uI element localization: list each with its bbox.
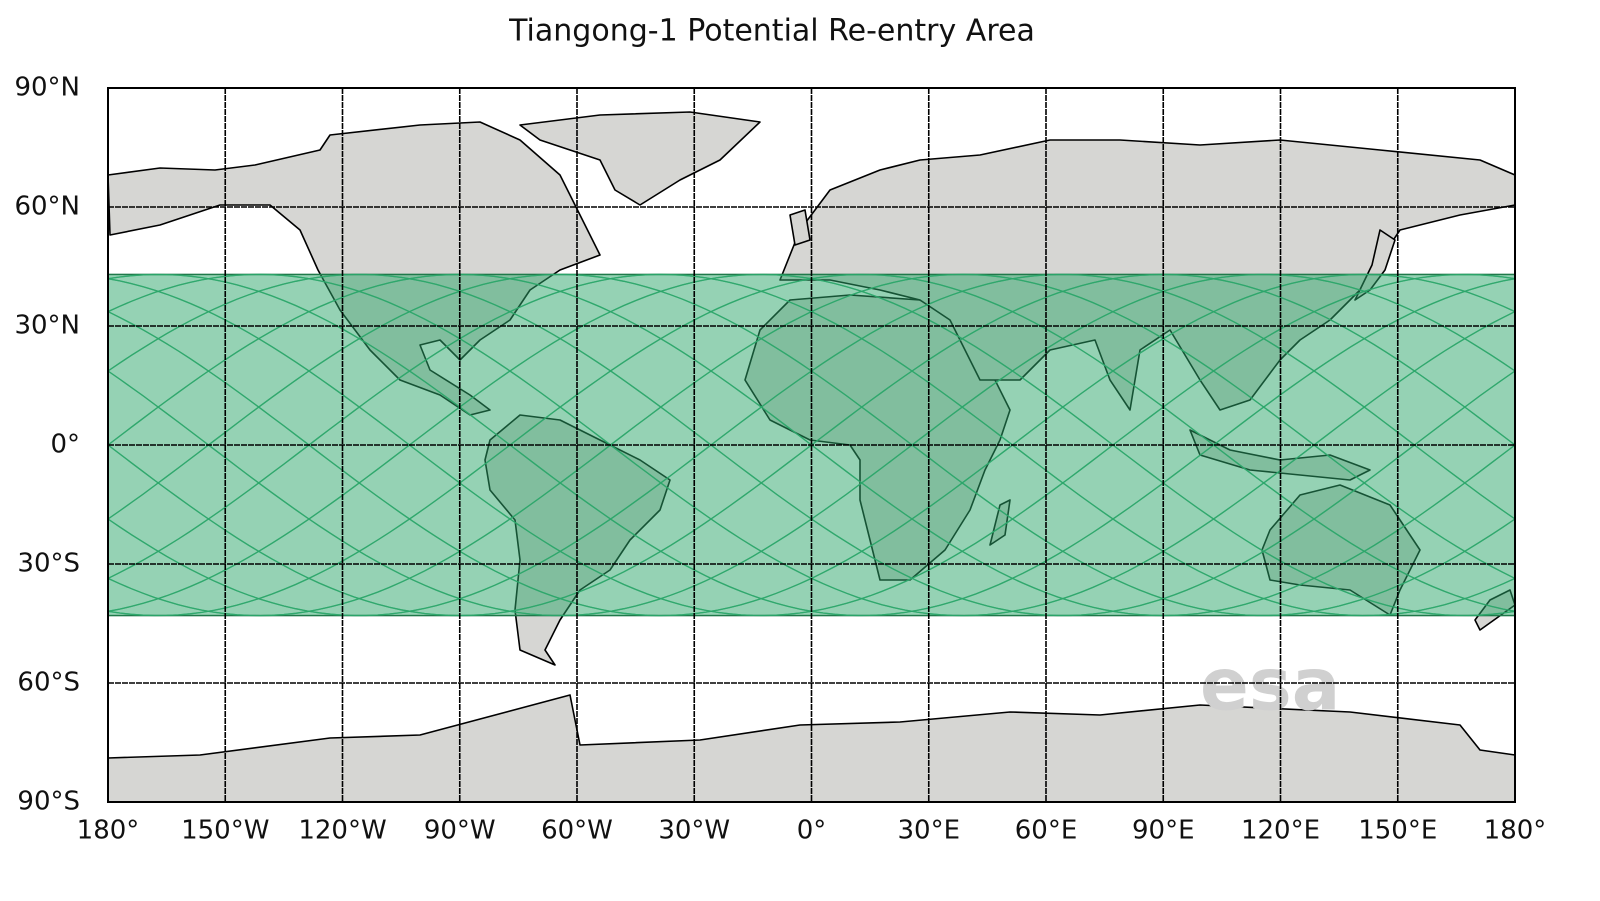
x-tick-label: 90°E [1132,816,1195,846]
y-tick-label: 0° [50,430,80,460]
x-tick-label: 30°E [897,816,960,846]
greenland [519,111,761,206]
x-tick-label: 0° [797,816,827,846]
y-tick-label: 30°N [14,311,80,341]
x-tick-label: 180° [77,816,140,846]
x-tick-label: 150°E [1358,816,1437,846]
x-tick-label: 120°E [1241,816,1320,846]
x-tick-label: 90°W [424,816,496,846]
x-tick-label: 150°W [181,816,269,846]
x-tick-label: 180° [1484,816,1547,846]
y-tick-label: 90°S [17,787,80,817]
y-tick-label: 30°S [17,549,80,579]
y-tick-label: 60°N [14,192,80,222]
british-isles [789,209,811,246]
y-tick-label: 90°N [14,73,80,103]
map-title: Tiangong-1 Potential Re-entry Area [508,14,1035,49]
y-tick-label: 60°S [17,668,80,698]
x-tick-label: 30°W [658,816,730,846]
watermark: esa [1200,643,1340,727]
x-tick-label: 60°W [541,816,613,846]
x-tick-label: 120°W [298,816,386,846]
x-tick-label: 60°E [1015,816,1078,846]
